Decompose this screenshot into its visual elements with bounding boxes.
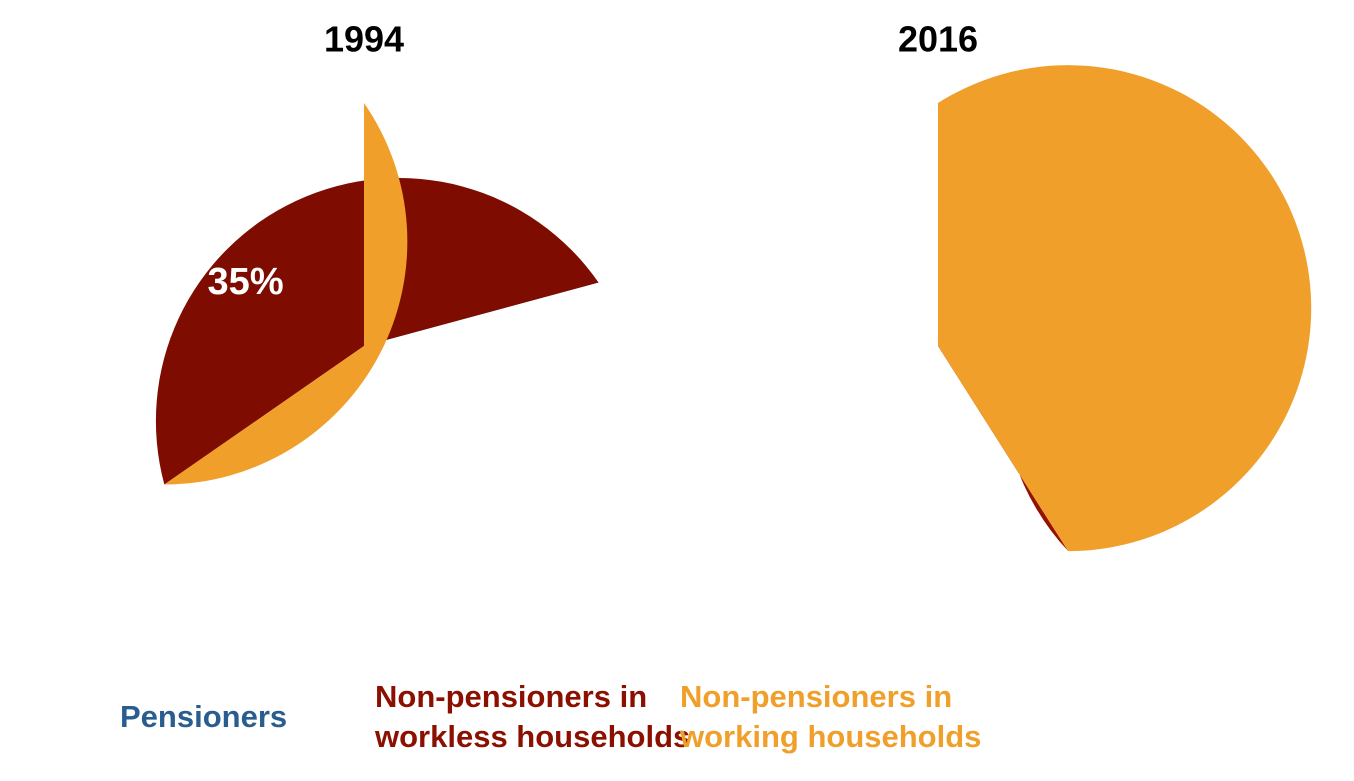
slice-label: 35% [208,261,284,303]
chart-title: 2016 [898,19,978,60]
slice-label: 45% [382,444,458,486]
legend-item: Pensioners [120,699,288,734]
slice-label: 59% [772,360,848,402]
legend-item: Non-pensioners in working households [680,679,982,754]
chart-title: 1994 [324,19,404,60]
charts: 199421%45%35%201613%28%59% [155,19,1312,552]
legend-item: Non-pensioners in workless households [375,679,691,754]
pie-slice [938,65,1312,552]
pie-slice [164,103,408,485]
